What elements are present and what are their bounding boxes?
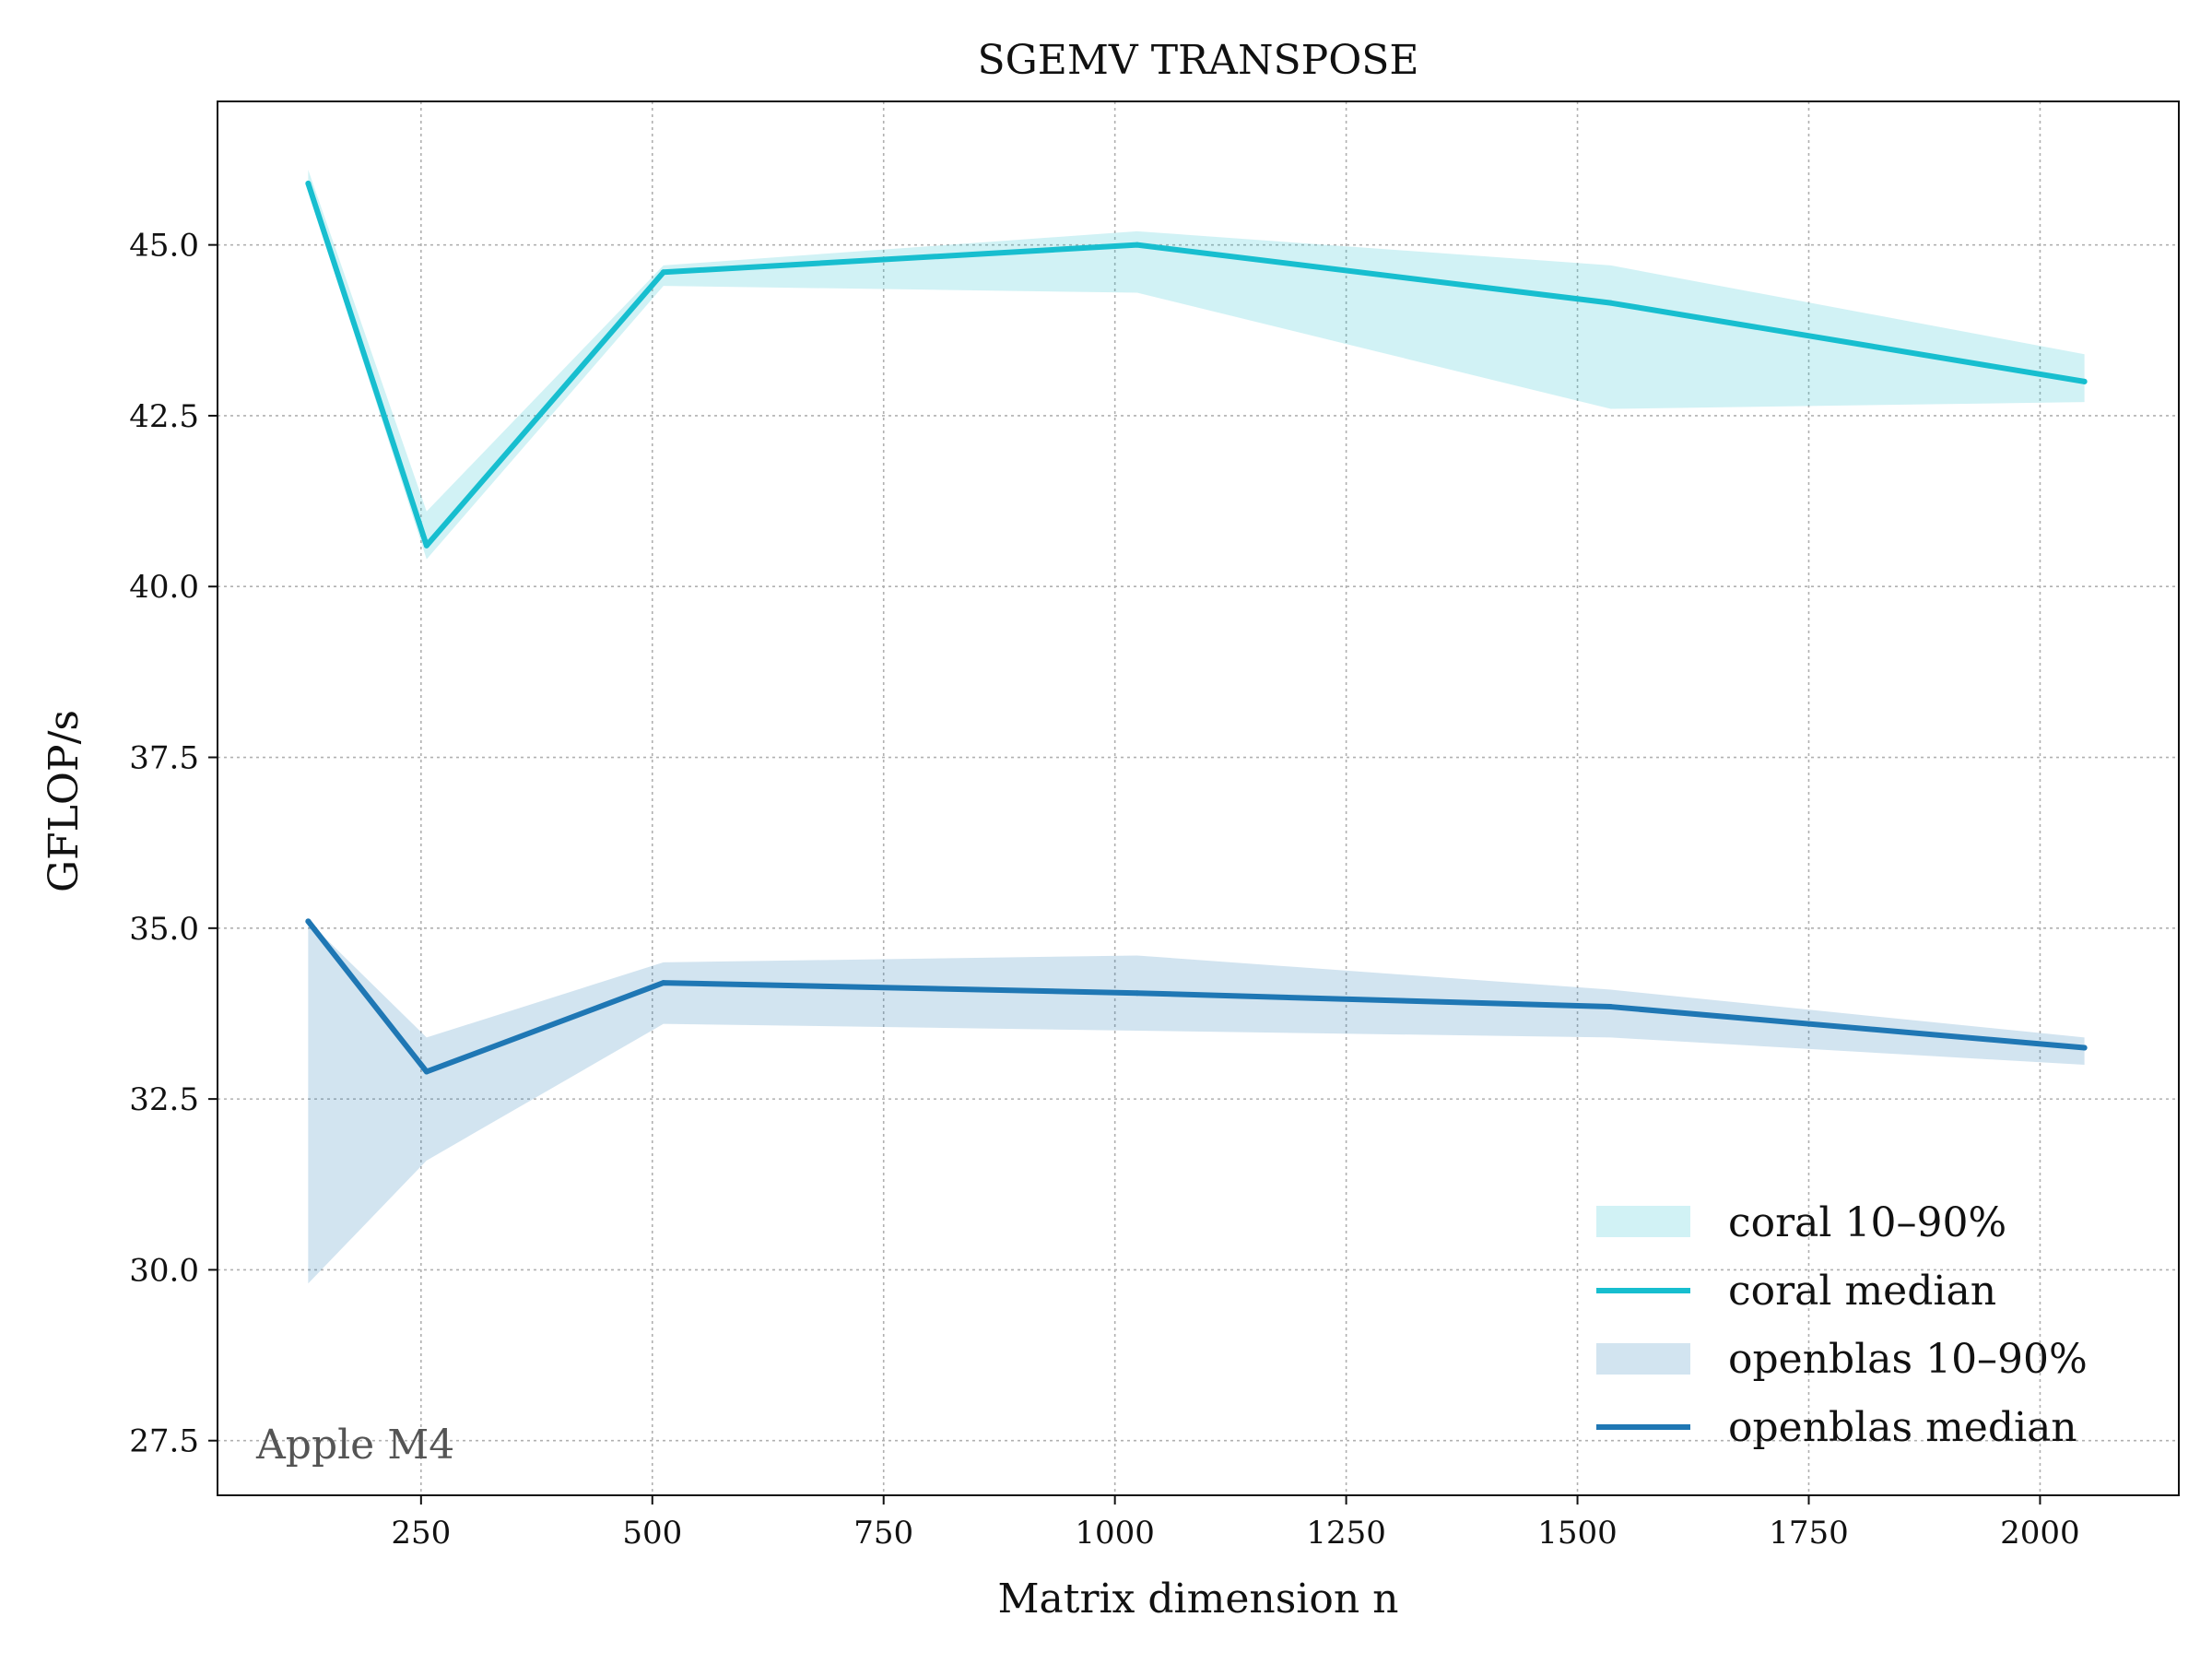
coral-median-line [305,180,2088,549]
openblas-median-point [1607,1004,1614,1010]
x-tick-label: 1250 [1306,1515,1386,1552]
legend-swatch-openblas-band [1596,1343,1690,1375]
y-tick-label: 30.0 [129,1252,199,1289]
y-tick-label: 40.0 [129,569,199,606]
openblas-median-point [660,980,666,986]
coral-median-point [1607,300,1614,306]
median-lines [305,180,2088,1075]
y-tick-label: 32.5 [129,1081,199,1118]
y-tick-label: 37.5 [129,740,199,777]
openblas-median-point [305,918,312,925]
openblas-median-point [2081,1044,2088,1051]
x-tick-label: 1500 [1537,1515,1618,1552]
coral-median-point [660,269,666,276]
x-tick-label: 750 [853,1515,913,1552]
legend-label-openblas-median: openblas median [1728,1404,2077,1451]
plot-area-frame [217,100,2180,1496]
y-tick-label: 42.5 [129,398,199,435]
coral-median-point [2081,378,2088,384]
x-tick-label: 250 [391,1515,451,1552]
openblas-median-line [305,918,2088,1075]
y-tick-label: 35.0 [129,911,199,948]
legend-swatch-coral-band [1596,1206,1690,1237]
device-annotation: Apple M4 [255,1422,454,1469]
chart-title: SGEMV TRANSPOSE [977,37,1418,84]
openblas-median-point [1134,990,1140,997]
legend-label-openblas-band: openblas 10–90% [1728,1336,2088,1383]
openblas-median-point [423,1068,429,1075]
y-tick-label: 27.5 [129,1423,199,1460]
grid-lines [218,101,2179,1495]
x-tick-label: 2000 [2000,1515,2080,1552]
coral-median-point [305,180,312,186]
legend: coral 10–90% coral median openblas 10–90… [1596,1199,2088,1451]
axis-ticks: 250 500 750 1000 1250 1500 1750 2000 27.5 30.0 32.… [129,228,2079,1552]
x-axis-label: Matrix dimension n [997,1575,1398,1623]
coral-median-point [1134,242,1140,248]
y-axis-label: GFLOP/s [41,710,88,892]
coral-median-point [423,542,429,549]
x-tick-label: 500 [622,1515,682,1552]
legend-label-coral-band: coral 10–90% [1728,1199,2006,1246]
y-tick-label: 45.0 [129,228,199,265]
x-tick-label: 1750 [1769,1515,1849,1552]
legend-label-coral-median: coral median [1728,1268,1996,1315]
x-tick-label: 1000 [1075,1515,1155,1552]
